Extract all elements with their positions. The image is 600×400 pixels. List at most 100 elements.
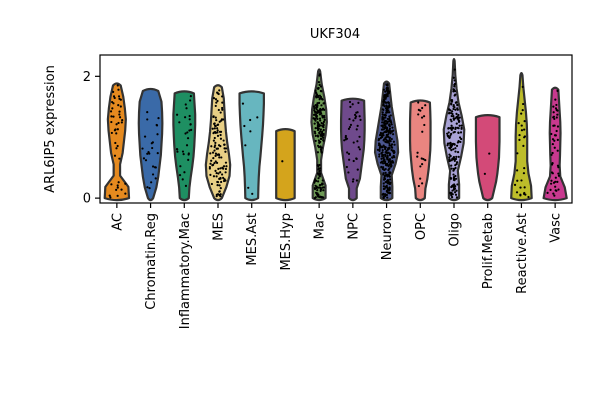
data-point bbox=[381, 108, 384, 111]
data-point bbox=[156, 133, 159, 136]
data-point bbox=[184, 116, 187, 119]
data-point bbox=[215, 195, 218, 198]
data-point bbox=[383, 176, 386, 179]
data-point bbox=[358, 115, 361, 118]
data-point bbox=[222, 165, 226, 168]
data-point bbox=[450, 103, 453, 106]
data-point bbox=[348, 100, 352, 104]
data-point bbox=[390, 149, 393, 152]
data-point bbox=[385, 173, 388, 176]
data-point bbox=[209, 173, 212, 176]
data-point bbox=[321, 130, 324, 133]
data-point bbox=[383, 113, 386, 117]
data-point bbox=[389, 181, 392, 184]
data-point bbox=[556, 125, 560, 128]
data-point bbox=[317, 168, 320, 171]
data-point bbox=[314, 178, 317, 181]
data-point bbox=[320, 183, 324, 186]
data-point bbox=[523, 120, 526, 123]
data-point bbox=[384, 122, 387, 125]
data-point bbox=[357, 146, 360, 149]
data-point bbox=[316, 109, 319, 113]
data-point bbox=[552, 105, 555, 108]
data-point bbox=[117, 121, 120, 125]
data-point bbox=[555, 116, 558, 119]
data-point bbox=[124, 192, 127, 195]
data-point bbox=[316, 128, 320, 132]
data-point bbox=[518, 133, 521, 137]
data-point bbox=[214, 160, 217, 163]
data-point bbox=[353, 113, 357, 116]
data-point bbox=[459, 140, 462, 144]
data-point bbox=[356, 168, 359, 171]
violin-inflammatory-mac bbox=[172, 90, 197, 202]
violin-group bbox=[103, 57, 568, 202]
data-point bbox=[219, 145, 222, 148]
data-point bbox=[317, 186, 320, 189]
data-point bbox=[116, 186, 119, 189]
x-tick-label-npc: NPC bbox=[346, 213, 361, 240]
data-point bbox=[319, 188, 323, 191]
data-point bbox=[213, 136, 216, 140]
data-point bbox=[321, 196, 324, 199]
data-point bbox=[456, 117, 459, 120]
data-point bbox=[176, 150, 179, 153]
data-point bbox=[222, 118, 225, 121]
data-point bbox=[385, 86, 388, 90]
y-tick-label: 0 bbox=[83, 192, 91, 207]
data-point bbox=[212, 163, 215, 167]
data-point bbox=[147, 150, 150, 154]
data-point bbox=[381, 121, 384, 124]
data-point bbox=[347, 171, 350, 174]
data-point bbox=[384, 160, 387, 164]
data-point bbox=[213, 145, 216, 149]
data-point bbox=[213, 127, 216, 130]
x-tick-label-ac: AC bbox=[110, 213, 125, 231]
data-point bbox=[221, 101, 224, 104]
data-point bbox=[390, 123, 393, 126]
data-point bbox=[188, 118, 191, 121]
data-point bbox=[390, 121, 393, 124]
data-point bbox=[188, 114, 191, 118]
data-point bbox=[313, 110, 316, 113]
data-point bbox=[419, 165, 422, 168]
data-point bbox=[387, 160, 390, 164]
data-point bbox=[388, 191, 391, 194]
data-point bbox=[448, 158, 451, 161]
violin-ac bbox=[103, 82, 131, 202]
data-point bbox=[348, 117, 351, 121]
violin-mes bbox=[204, 84, 232, 202]
data-point bbox=[343, 139, 346, 142]
data-point bbox=[385, 109, 388, 112]
data-point bbox=[551, 161, 554, 165]
data-point bbox=[553, 124, 556, 127]
data-point bbox=[120, 188, 123, 191]
data-point bbox=[446, 144, 449, 147]
data-point bbox=[313, 181, 316, 184]
data-point bbox=[217, 167, 220, 170]
data-point bbox=[218, 153, 221, 157]
data-point bbox=[416, 151, 419, 154]
data-point bbox=[513, 183, 517, 186]
data-point bbox=[320, 121, 323, 125]
data-point bbox=[216, 99, 219, 103]
x-tick-label-inflammatory-mac: Inflammatory.Mac bbox=[178, 213, 193, 329]
data-point bbox=[318, 196, 321, 199]
data-point bbox=[116, 84, 119, 87]
data-point bbox=[450, 128, 453, 132]
data-point bbox=[384, 171, 387, 174]
data-point bbox=[319, 85, 323, 88]
data-point bbox=[210, 145, 213, 148]
data-point bbox=[322, 126, 325, 129]
data-point bbox=[452, 167, 455, 170]
data-point bbox=[450, 164, 453, 167]
data-point bbox=[551, 142, 554, 146]
data-point bbox=[316, 134, 319, 137]
data-point bbox=[117, 181, 120, 184]
data-point bbox=[457, 155, 460, 158]
data-point bbox=[450, 114, 453, 118]
data-point bbox=[219, 130, 223, 133]
violin-chromatin-reg bbox=[137, 87, 164, 202]
data-point bbox=[315, 92, 318, 95]
data-point bbox=[555, 129, 558, 133]
